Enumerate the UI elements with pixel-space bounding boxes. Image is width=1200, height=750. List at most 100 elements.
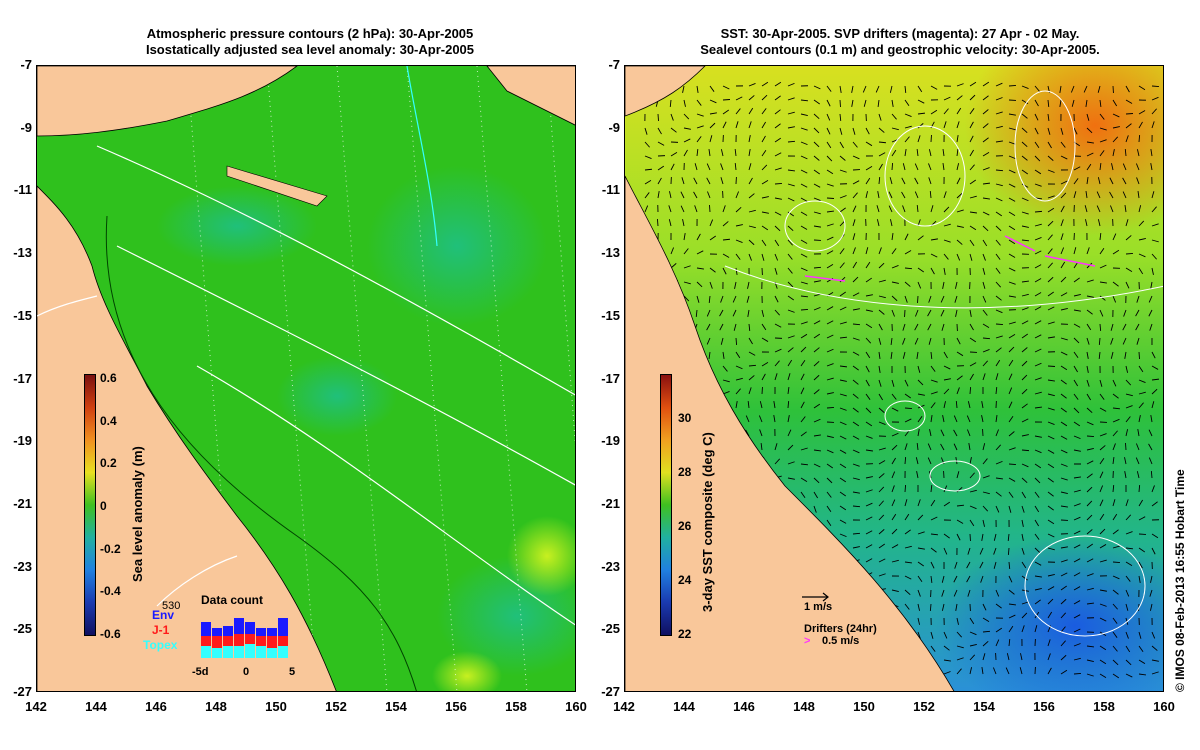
- velocity-arrow: [852, 155, 860, 160]
- velocity-arrow: [680, 205, 685, 213]
- velocity-arrow: [943, 253, 949, 260]
- histogram-bar: [278, 636, 288, 646]
- velocity-arrow: [966, 575, 971, 583]
- x-tick-label: 146: [733, 699, 755, 714]
- histogram-bar: [256, 646, 266, 658]
- velocity-arrow: [839, 491, 847, 497]
- velocity-arrow: [1034, 334, 1042, 339]
- velocity-arrow: [1073, 657, 1081, 661]
- velocity-arrow: [865, 191, 868, 199]
- velocity-arrow: [916, 148, 919, 157]
- velocity-arrow: [774, 323, 782, 328]
- velocity-arrow: [969, 239, 975, 246]
- velocity-arrow: [1073, 516, 1081, 521]
- velocity-arrow: [1109, 191, 1114, 199]
- velocity-arrow: [891, 444, 898, 451]
- velocity-arrow: [930, 253, 938, 258]
- velocity-arrow: [1135, 309, 1140, 317]
- velocity-arrow: [1112, 113, 1120, 118]
- island-land: [226, 165, 328, 207]
- velocity-arrow: [969, 457, 972, 465]
- pressure-contour-cyan: [406, 66, 438, 247]
- sea-level-contours: [724, 90, 1163, 637]
- velocity-arrow: [904, 85, 907, 94]
- velocity-arrow: [878, 421, 886, 426]
- velocity-arrow: [1125, 531, 1133, 535]
- velocity-arrow: [1112, 295, 1117, 303]
- velocity-arrow: [800, 183, 808, 188]
- velocity-arrow: [1008, 614, 1016, 619]
- velocity-arrow: [878, 113, 882, 121]
- y-tick-label: -11: [13, 182, 32, 198]
- velocity-arrow: [1060, 572, 1068, 577]
- velocity-scale-label: 1 m/s: [804, 601, 833, 613]
- velocity-arrow: [1138, 238, 1146, 241]
- velocity-arrow: [669, 191, 672, 199]
- velocity-arrow: [813, 113, 820, 120]
- velocity-arrow: [709, 219, 714, 227]
- velocity-arrow: [1112, 575, 1120, 580]
- velocity-arrow: [915, 457, 919, 465]
- velocity-arrow: [956, 631, 963, 638]
- velocity-arrow: [1125, 123, 1132, 129]
- velocity-arrow: [1060, 477, 1068, 481]
- velocity-arrow: [943, 485, 948, 493]
- sst-map: [625, 66, 1163, 691]
- colorbar-tick-label: -0.4: [100, 584, 121, 599]
- velocity-arrow: [1112, 645, 1118, 652]
- velocity-arrow: [917, 575, 923, 583]
- velocity-arrow: [735, 108, 741, 115]
- velocity-arrow: [943, 191, 947, 199]
- velocity-arrow: [1060, 365, 1068, 371]
- velocity-arrow: [979, 547, 984, 555]
- velocity-arrow: [826, 197, 835, 199]
- velocity-arrow: [668, 219, 672, 227]
- velocity-arrow: [708, 351, 711, 359]
- y-tick-label: -25: [13, 621, 32, 637]
- right-title: SST: 30-Apr-2005. SVP drifters (magenta)…: [620, 26, 1180, 58]
- velocity-arrow: [670, 113, 674, 121]
- velocity-arrow: [1138, 134, 1141, 143]
- velocity-arrow: [787, 281, 794, 288]
- velocity-arrow: [813, 477, 820, 484]
- y-tick-label: -13: [601, 245, 620, 261]
- velocity-arrow: [852, 379, 859, 385]
- velocity-arrow: [1008, 415, 1014, 423]
- velocity-arrow: [696, 85, 699, 93]
- velocity-arrow: [1073, 421, 1081, 427]
- velocity-arrow: [1138, 85, 1146, 91]
- velocity-arrow: [904, 484, 907, 493]
- velocity-arrow: [787, 97, 795, 101]
- velocity-arrow: [748, 239, 755, 246]
- velocity-arrow: [1034, 491, 1040, 498]
- velocity-arrow: [1112, 99, 1118, 107]
- velocity-arrow: [683, 99, 686, 107]
- velocity-arrow: [1099, 127, 1107, 131]
- velocity-arrow: [995, 125, 1003, 129]
- velocity-arrow: [1047, 127, 1051, 135]
- velocity-arrow: [969, 505, 977, 510]
- velocity-arrow: [734, 162, 737, 171]
- velocity-arrow: [982, 323, 990, 328]
- velocity-arrow: [862, 85, 867, 93]
- velocity-arrow: [878, 529, 885, 535]
- velocity-arrow: [1099, 309, 1104, 317]
- velocity-arrow: [1151, 659, 1159, 662]
- velocity-arrow: [969, 643, 977, 647]
- velocity-arrow: [774, 348, 782, 353]
- velocity-arrow: [735, 401, 738, 409]
- velocity-arrow: [1122, 337, 1127, 345]
- velocity-arrow: [644, 127, 648, 135]
- velocity-arrow: [1136, 295, 1140, 303]
- velocity-arrow: [839, 336, 848, 339]
- velocity-arrow: [1047, 505, 1054, 511]
- velocity-arrow: [1151, 547, 1156, 555]
- velocity-arrow: [1008, 321, 1016, 325]
- velocity-arrow: [865, 449, 873, 452]
- velocity-arrow: [1071, 99, 1075, 107]
- y-tick-label: -17: [13, 370, 32, 386]
- velocity-arrow: [969, 94, 976, 101]
- velocity-arrow: [800, 491, 806, 498]
- velocity-arrow: [813, 169, 821, 175]
- velocity-arrow: [878, 351, 881, 359]
